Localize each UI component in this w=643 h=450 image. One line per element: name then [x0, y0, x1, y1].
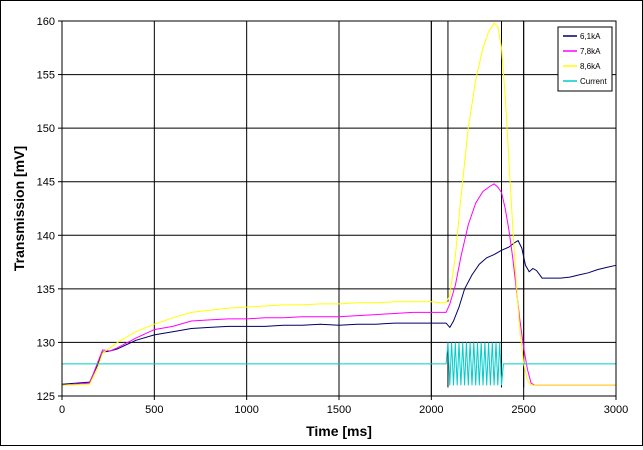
series-line-Current — [62, 342, 616, 386]
legend-label: 6,1kA — [580, 32, 601, 41]
y-tick-label: 140 — [37, 230, 55, 242]
legend: 6,1kA 7,8kA 8,6kA Current — [557, 26, 613, 92]
y-tick-label: 135 — [37, 284, 55, 296]
y-tick-label: 130 — [37, 337, 55, 349]
y-tick-label: 125 — [37, 391, 55, 403]
x-tick-label: 0 — [59, 404, 65, 416]
y-tick-label: 160 — [37, 16, 55, 28]
x-tick-label: 3000 — [604, 404, 628, 416]
x-tick-label: 2000 — [419, 404, 443, 416]
x-axis-label: Time [ms] — [306, 423, 372, 439]
series-group — [61, 22, 617, 386]
vertical-marker-lines — [430, 21, 525, 396]
y-tick-label: 145 — [37, 177, 55, 189]
legend-label: 7,8kA — [580, 47, 601, 56]
legend-label: Current — [580, 77, 607, 86]
x-tick-label: 2500 — [511, 404, 535, 416]
legend-label: 8,6kA — [580, 62, 601, 71]
y-axis-label: Transmission [mV] — [11, 146, 27, 271]
x-axis-ticks: 0 500 1000 1500 2000 2500 3000 — [59, 396, 628, 416]
y-tick-label: 150 — [37, 123, 55, 135]
x-tick-label: 1500 — [327, 404, 351, 416]
y-axis-ticks: 125 130 135 140 145 150 155 160 — [37, 16, 62, 403]
series-line-7,8kA — [61, 183, 616, 386]
y-tick-label: 155 — [37, 70, 55, 82]
x-tick-label: 1000 — [234, 404, 258, 416]
grid — [61, 20, 617, 397]
x-tick-label: 500 — [145, 404, 163, 416]
series-line-6,1kA — [61, 239, 617, 385]
